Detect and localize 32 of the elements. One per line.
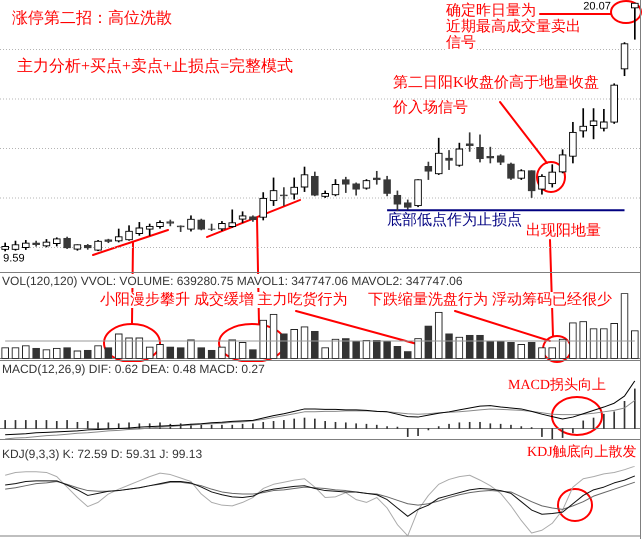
bar: [445, 334, 453, 359]
chart-title: KDJ(9,3,3) K: 72.59 D: 59.31 J: 99.13: [2, 447, 202, 461]
text: 主力分析+买点+卖点+止损点=完整模式: [17, 58, 294, 75]
bar: [352, 340, 360, 359]
text: KDJ触底向上散发: [527, 445, 637, 460]
bar: [394, 346, 402, 359]
bar: [424, 326, 432, 359]
bar: [528, 342, 536, 359]
text: 9.59: [3, 252, 25, 265]
bar: [311, 330, 319, 359]
annotation: MACD拐头向上: [508, 378, 606, 393]
bar: [342, 338, 350, 359]
bar: [496, 340, 504, 359]
bar: [372, 340, 381, 359]
bar: [476, 334, 484, 359]
bar: [486, 340, 494, 359]
annotation: 出现阳地量: [526, 223, 601, 239]
bar: [383, 340, 391, 359]
chart-title: VOL(120,120) VVOL: VOLUME: 639280.75 MAVOL1: 347747.06 MAVOL2: 347747.06: [2, 274, 463, 288]
bar: [466, 334, 474, 359]
annotation: 下跌缩量洗盘行为 浮动筹码已经很少: [368, 292, 612, 308]
bar: [507, 342, 515, 359]
annotation: 第二日阳K收盘价高于地量收盘价入场信号: [393, 75, 599, 116]
bar: [280, 334, 288, 359]
text: 20.07: [583, 0, 611, 13]
annotation: 确定昨日量为近期最高成交量卖出信号: [446, 3, 581, 51]
text: 涨停第二招：高位洗散: [12, 10, 172, 27]
candlestick: [445, 150, 453, 170]
candlestick: [590, 108, 598, 140]
annotation: 小阳漫步攀升 成交缓增 主力吃货行为: [100, 292, 348, 308]
chart-title: MACD(12,26,9) DIF: 0.62 DEA: 0.48 MACD: 0.27: [2, 362, 265, 376]
series-label: 底部低点作为止损点: [387, 212, 522, 229]
